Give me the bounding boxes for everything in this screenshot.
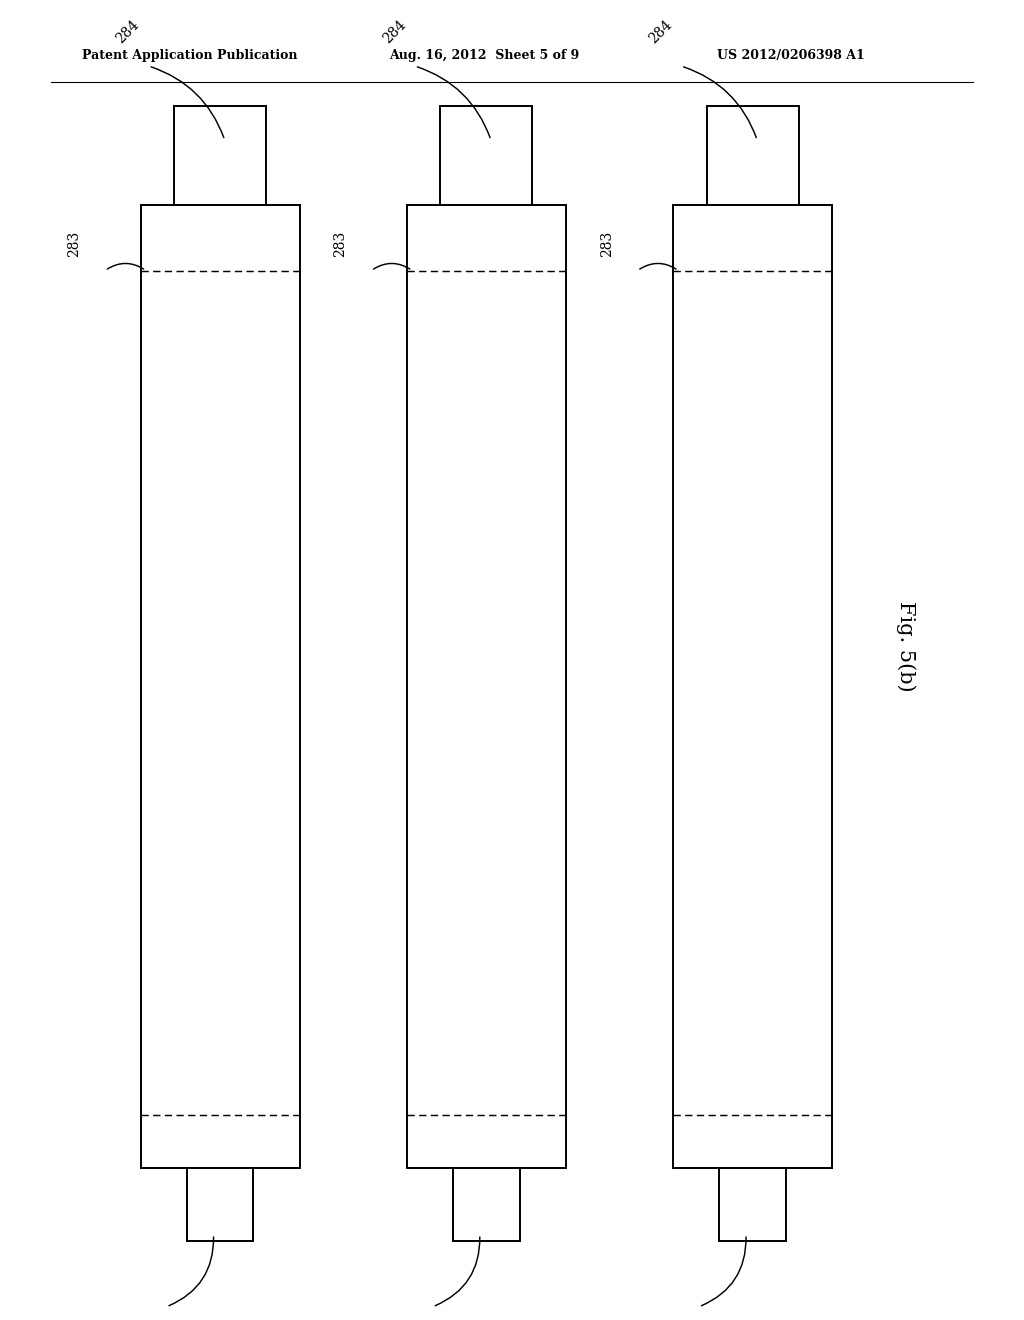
Bar — [719, 1168, 786, 1241]
Text: Aug. 16, 2012  Sheet 5 of 9: Aug. 16, 2012 Sheet 5 of 9 — [389, 49, 580, 62]
Bar — [186, 1168, 254, 1241]
Bar — [707, 106, 799, 205]
Bar — [453, 1168, 520, 1241]
Text: 283: 283 — [334, 231, 347, 257]
Bar — [407, 205, 565, 1168]
Text: 284: 284 — [646, 17, 675, 46]
Bar — [674, 205, 831, 1168]
Text: 283: 283 — [600, 231, 613, 257]
Bar — [174, 106, 266, 205]
Text: Fig. 5(b): Fig. 5(b) — [896, 602, 916, 692]
Bar — [440, 106, 532, 205]
Text: 283: 283 — [68, 231, 81, 257]
Text: 284: 284 — [114, 17, 142, 46]
Text: US 2012/0206398 A1: US 2012/0206398 A1 — [717, 49, 864, 62]
Text: Patent Application Publication: Patent Application Publication — [82, 49, 297, 62]
Bar — [141, 205, 299, 1168]
Text: 284: 284 — [380, 17, 409, 46]
